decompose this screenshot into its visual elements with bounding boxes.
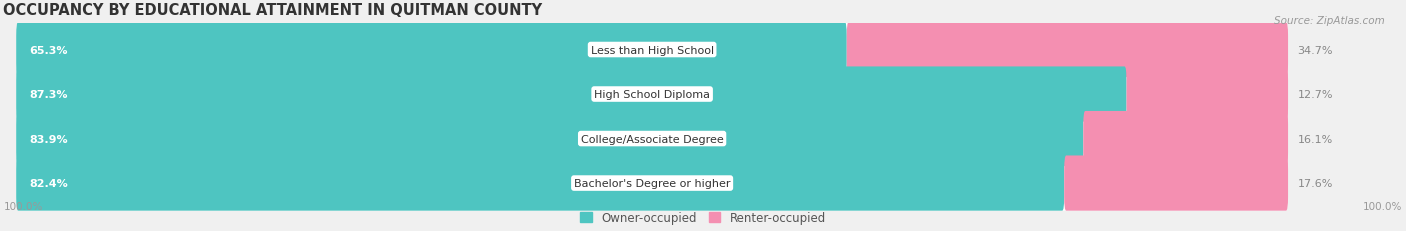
Text: Source: ZipAtlas.com: Source: ZipAtlas.com: [1274, 16, 1385, 26]
Text: Less than High School: Less than High School: [591, 45, 714, 55]
Text: 34.7%: 34.7%: [1298, 45, 1333, 55]
Text: OCCUPANCY BY EDUCATIONAL ATTAINMENT IN QUITMAN COUNTY: OCCUPANCY BY EDUCATIONAL ATTAINMENT IN Q…: [3, 3, 543, 18]
Text: 82.4%: 82.4%: [30, 178, 67, 188]
Text: 100.0%: 100.0%: [1364, 201, 1403, 211]
FancyBboxPatch shape: [1126, 67, 1288, 122]
FancyBboxPatch shape: [17, 67, 1126, 122]
Text: Bachelor's Degree or higher: Bachelor's Degree or higher: [574, 178, 730, 188]
Text: 87.3%: 87.3%: [30, 90, 67, 100]
FancyBboxPatch shape: [1083, 112, 1288, 166]
FancyBboxPatch shape: [17, 23, 1288, 78]
Text: 65.3%: 65.3%: [30, 45, 67, 55]
FancyBboxPatch shape: [846, 23, 1288, 78]
FancyBboxPatch shape: [17, 112, 1288, 166]
FancyBboxPatch shape: [17, 156, 1064, 211]
Text: 12.7%: 12.7%: [1298, 90, 1333, 100]
FancyBboxPatch shape: [1064, 156, 1288, 211]
Text: High School Diploma: High School Diploma: [595, 90, 710, 100]
FancyBboxPatch shape: [17, 156, 1288, 211]
Text: 16.1%: 16.1%: [1298, 134, 1333, 144]
Text: College/Associate Degree: College/Associate Degree: [581, 134, 724, 144]
FancyBboxPatch shape: [17, 112, 1083, 166]
FancyBboxPatch shape: [17, 67, 1288, 122]
Text: 100.0%: 100.0%: [3, 201, 42, 211]
Text: 83.9%: 83.9%: [30, 134, 67, 144]
Legend: Owner-occupied, Renter-occupied: Owner-occupied, Renter-occupied: [575, 207, 831, 229]
FancyBboxPatch shape: [17, 23, 846, 78]
Text: 17.6%: 17.6%: [1298, 178, 1333, 188]
